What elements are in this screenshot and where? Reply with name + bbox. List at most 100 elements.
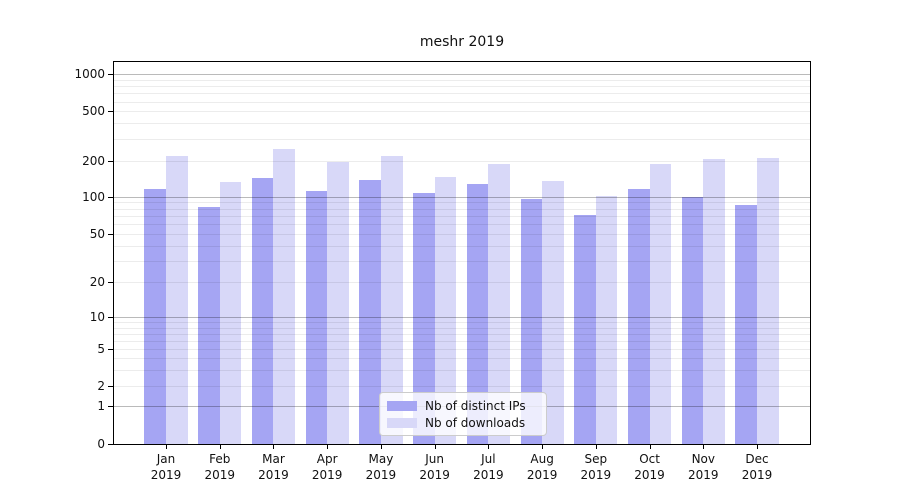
plot-area: Nb of distinct IPs Nb of downloads [113,61,811,445]
bar-distinct-ips-dec [735,205,758,444]
gridline-minor [114,86,810,88]
gridline-minor [114,349,810,351]
y-tick-label: 1 [97,399,105,414]
bar-distinct-ips-sep [574,215,596,444]
bar-downloads-feb [219,182,242,444]
gridline-minor [114,245,810,247]
x-tick-label: May 2019 [365,452,397,482]
bar-distinct-ips-feb [198,206,220,444]
x-tick-mark [166,445,167,449]
legend-row-distinct-ips: Nb of distinct IPs [387,398,538,413]
x-tick-mark [219,445,221,449]
bar-downloads-mar [273,148,296,444]
bar-downloads-jul [488,164,510,444]
x-tick-label: Feb 2019 [204,452,235,482]
x-tick-label: Aug 2019 [526,452,558,482]
x-tick-label: Oct 2019 [634,452,665,482]
gridline-minor [114,224,810,226]
gridline-minor [114,260,810,262]
bar-downloads-may [380,155,403,444]
bar-distinct-ips-nov [681,196,704,444]
y-tick-mark [108,386,113,388]
bar-downloads-jun [434,177,457,444]
x-tick-label: Jan 2019 [150,452,182,482]
bar-downloads-sep [595,195,618,444]
gridline-minor [114,340,810,342]
gridline-minor [114,208,810,210]
x-tick-label: Nov 2019 [688,452,719,482]
bar-distinct-ips-may [359,179,381,444]
gridline-minor [114,281,810,283]
gridline-minor [114,234,810,236]
legend-swatch-distinct-ips [387,400,417,411]
x-tick-label: Dec 2019 [741,452,773,482]
gridline-minor [114,93,810,95]
x-tick-mark [434,445,436,449]
legend-label-downloads: Nb of downloads [425,415,526,430]
y-tick-label: 50 [89,227,105,242]
gridline-minor [114,123,810,125]
y-tick-mark [108,161,113,163]
gridline-minor [114,327,810,329]
grid-layer [114,62,810,444]
bar-distinct-ips-jun [413,192,435,444]
bar-downloads-jan [166,155,188,444]
legend: Nb of distinct IPs Nb of downloads [379,392,547,436]
bars-layer [114,62,810,444]
y-tick-label: 1000 [74,67,105,82]
x-tick-mark [757,445,759,449]
x-tick-label: Sep 2019 [580,452,612,482]
y-tick-label: 20 [89,274,105,289]
y-tick-mark [108,406,113,408]
bar-distinct-ips-oct [627,188,650,444]
y-tick-label: 0 [97,437,105,451]
bar-downloads-oct [649,164,672,444]
gridline-minor [114,333,810,335]
bar-downloads-apr [327,162,349,444]
bar-distinct-ips-apr [305,190,328,444]
y-tick-label: 10 [89,310,105,325]
gridline-major [114,317,810,319]
gridline-major [114,74,810,76]
y-tick-label: 5 [97,342,105,357]
y-tick-label: 200 [82,154,105,169]
x-tick-mark [595,445,597,449]
bar-downloads-aug [542,180,564,444]
chart-title: meshr 2019 [419,34,505,50]
y-tick-mark [108,196,113,198]
y-tick-label: 2 [97,379,105,394]
y-tick-mark [108,317,113,319]
gridline-minor [114,202,810,204]
x-tick-label: Jun 2019 [419,452,450,482]
y-tick-mark [108,349,113,351]
x-tick-label: Jul 2019 [473,452,504,482]
legend-swatch-downloads [387,417,417,428]
x-tick-mark [327,445,329,449]
y-tick-mark [108,234,113,236]
bar-downloads-nov [703,159,725,444]
gridline-minor [114,386,810,388]
x-tick-mark [542,445,544,449]
gridline-major [114,196,810,198]
x-tick-mark [380,445,382,449]
x-tick-label: Apr 2019 [311,452,343,482]
gridline-minor [114,370,810,372]
y-tick-mark [108,74,113,76]
bar-distinct-ips-aug [520,198,543,444]
bar-distinct-ips-jan [144,188,166,444]
y-tick-mark [108,111,113,113]
gridline-minor [114,101,810,103]
gridline-minor [114,215,810,217]
x-tick-mark [273,445,275,449]
x-tick-mark [488,445,490,449]
gridline-minor [114,111,810,113]
y-tick-label: 100 [82,189,105,204]
gridline-minor [114,161,810,163]
x-tick-mark [649,445,651,449]
y-tick-label: 500 [82,104,105,119]
bar-distinct-ips-jul [466,184,489,444]
x-tick-mark [703,445,705,449]
gridline-minor [114,139,810,141]
gridline-minor [114,358,810,360]
